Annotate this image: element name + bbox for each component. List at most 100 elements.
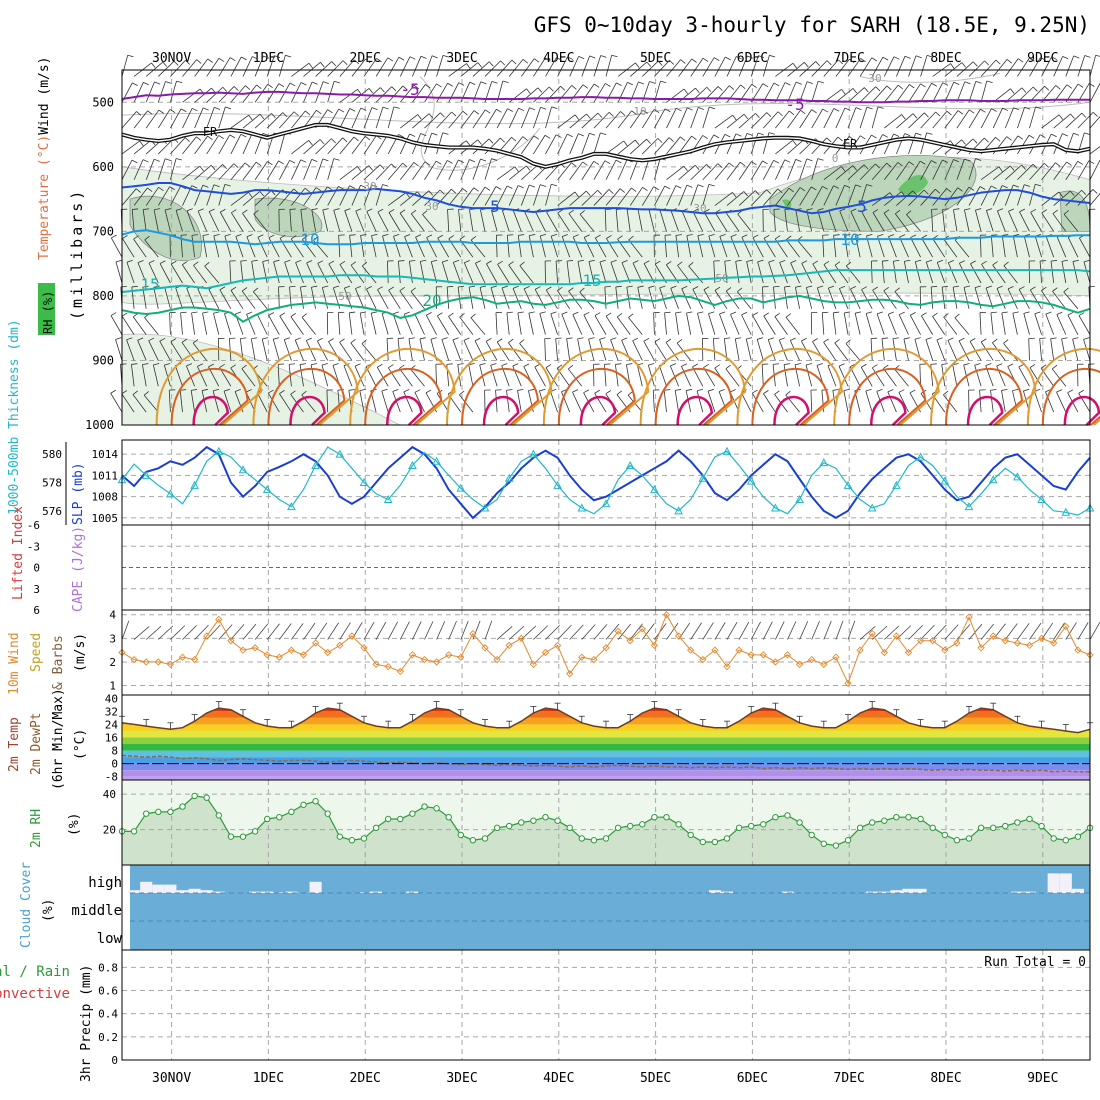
wind-barb-flag [197,363,204,367]
wind-barb-flag [251,259,258,262]
wind-barb [906,210,921,232]
wind-barb-staff [180,312,183,335]
wind-barb-staff [954,239,970,258]
thickness-marker [867,503,877,512]
wind-barb [230,191,253,206]
wind-barb-flag [935,188,941,194]
wind-barb-staff [615,286,619,309]
wind-barb-flag [311,158,318,162]
wind-barb [508,165,531,181]
wind-barb-staff [629,159,639,180]
wind-barb-flag [235,234,242,237]
wind-barb [789,337,800,361]
wind-barb [158,60,179,77]
wind-label: Wind (m/s) [37,56,52,134]
wind10-marker [953,639,961,647]
wind-barb [121,140,144,155]
wind-barb [730,234,740,258]
cloud-axis-label-b: (%) [41,899,56,922]
wind10-barb [472,620,481,640]
wind-barb-staff [726,113,745,129]
wind-barb-staff [528,313,534,335]
wind-barb-flag [706,164,711,170]
wind-barb [762,188,783,206]
wind-barb [182,165,204,181]
wind-barb-flag [431,55,438,59]
wind-barb [908,132,922,155]
wind-barb-staff [484,158,492,180]
wind-barb [533,86,554,103]
wind-barb-flag [458,82,465,86]
wind-barb [681,285,692,309]
wind-barb [1077,363,1084,387]
wind-barb-staff [242,113,261,129]
wind-barb [629,61,652,77]
wind-barb-flag [567,56,574,60]
wind-barb-flag [290,312,297,317]
wind-barb-flag [692,208,699,212]
wind10-marker [263,651,271,659]
wind-barb [686,234,693,258]
wind-barb-staff [865,390,873,413]
wind-barb [359,311,367,335]
wind-barb-staff [1053,161,1067,180]
wind-barb [333,208,341,232]
wind-barb-flag [588,259,595,262]
wind-barb-staff [181,264,195,284]
wind-barb-flag [790,337,796,341]
wind-barb-flag [844,184,851,189]
wind-barb [266,112,288,129]
temperature-contour-warm [289,395,326,426]
wind-barb-flag [279,312,286,317]
wind-barb [414,389,425,413]
wind-barb [283,337,292,361]
wind-barb-flag [621,337,628,341]
wind-barb [301,313,316,335]
wind-barb [354,363,365,387]
wind-barb-flag [668,137,674,142]
wind-barb-staff [908,112,925,129]
wind-barb-staff [145,81,155,103]
wind-barb-staff [675,312,679,335]
wind-barb [1083,259,1091,284]
wind10-barb [266,623,280,640]
wind-barb-flag [876,388,883,392]
wind-barb-flag [919,160,926,165]
temperature-contour-warm [252,347,359,426]
wind-barb [714,286,728,310]
wind-barb-flag [144,235,150,241]
wind-barb-flag [844,311,851,314]
wind-barb [338,234,345,258]
wind-barb [1004,107,1020,129]
wind-barb-staff [738,190,756,206]
wind-barb-staff [1029,367,1042,387]
wind-barb [279,390,292,413]
wind10-barb [811,620,820,640]
wind-barb-flag [458,159,464,163]
wind-barb-flag [833,311,840,314]
wind-barb-flag [849,58,855,64]
wind-barb [486,260,498,284]
wind10-barb [581,624,596,640]
wind-barb [235,234,244,258]
wind-barb-flag [877,311,883,315]
wind-barb-flag [790,260,797,264]
wind-barb-flag [957,110,964,115]
wind-barb-flag [164,363,171,366]
wind-barb [605,188,625,206]
wind-barb-flag [397,337,405,339]
wind-barb-flag [626,363,633,366]
wind-barb [738,190,760,206]
wind-barb [408,259,416,284]
wind-barb [581,160,600,180]
wind-barb-staff [1017,184,1025,206]
wind-barb-staff [944,82,955,103]
wind-barb-flag [937,259,944,263]
wind-barb-staff [408,261,413,284]
wind-barb-staff [685,390,692,413]
wind-barb [979,389,986,413]
wind-barb [799,61,821,77]
thickness-marker [771,503,780,512]
wind-barb-staff [133,82,144,103]
wind-barb-flag [605,312,612,317]
